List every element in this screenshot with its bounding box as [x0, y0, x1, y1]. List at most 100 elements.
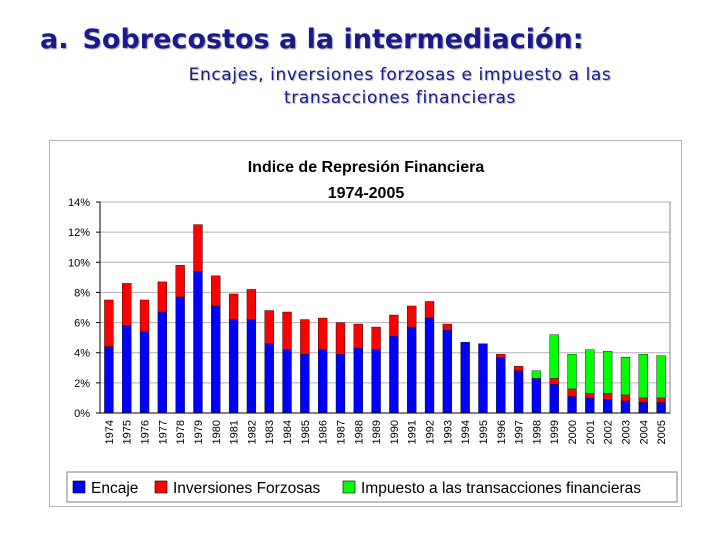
bar-segment-1978-1 [175, 265, 185, 298]
legend: Encaje Inversiones Forzosas Impuesto a las… [66, 471, 678, 503]
y-tick-label: 0% [74, 408, 90, 420]
bar-segment-1998-2 [531, 370, 542, 379]
x-tick-label-1994: 1994 [460, 420, 472, 444]
legend-swatch-2 [342, 480, 356, 494]
bar-segment-1981-0 [228, 319, 239, 414]
bar-segment-1993-0 [442, 329, 452, 414]
bar-segment-1976-1 [139, 299, 150, 332]
bar-segment-1994-0 [460, 341, 470, 414]
y-tick-label: 4% [74, 348, 90, 360]
bar-segment-1985-0 [300, 354, 310, 414]
y-tick-label: 6% [74, 318, 90, 330]
chart-subtitle: 1974-2005 [328, 185, 405, 202]
x-tick-label-1985: 1985 [300, 420, 312, 444]
subtitle-line-2: transacciones financieras [284, 88, 516, 108]
bar-segment-2003-0 [620, 400, 631, 414]
x-tick-label-1992: 1992 [425, 420, 437, 444]
bar-segment-1980-0 [211, 305, 221, 414]
slide-subtitle: Encajes, inversiones forzosas e impuesto… [120, 64, 680, 110]
bar-segment-1975-1 [122, 283, 132, 326]
x-tick-label-1999: 1999 [549, 420, 561, 444]
bar-segment-1979-1 [193, 224, 203, 272]
slide-title: a. Sobrecostos a la intermediación: [40, 24, 584, 55]
x-tick-label-1981: 1981 [229, 420, 241, 444]
x-tick-label-1997: 1997 [514, 420, 526, 444]
bar-segment-1991-1 [407, 305, 417, 328]
bar-segment-1990-0 [389, 335, 399, 414]
x-tick-label-2005: 2005 [656, 420, 668, 444]
bar-segment-1988-0 [353, 347, 363, 414]
y-tick-label: 8% [74, 287, 90, 299]
bar-segment-2003-2 [620, 357, 631, 396]
x-tick-label-2000: 2000 [567, 420, 579, 444]
bar-segment-2004-0 [638, 402, 648, 414]
x-tick-label-1998: 1998 [531, 420, 543, 444]
repression-chart: Indice de Represión Financiera 1974-2005… [66, 159, 678, 503]
x-tick-label-2003: 2003 [620, 420, 632, 444]
bar-segment-1999-1 [549, 378, 559, 385]
bar-segment-1978-0 [175, 296, 185, 414]
bar-segment-2005-2 [656, 355, 666, 399]
x-tick-label-1984: 1984 [282, 420, 294, 444]
x-tick-label-2002: 2002 [603, 420, 615, 444]
bar-segment-1975-0 [122, 325, 132, 414]
bar-segment-1976-0 [139, 331, 150, 414]
bar-segment-1989-0 [371, 349, 381, 414]
x-tick-label-1989: 1989 [371, 420, 383, 444]
bars [104, 224, 666, 414]
bar-segment-1988-1 [353, 323, 363, 349]
x-tick-label-1986: 1986 [318, 420, 330, 444]
bar-segment-2005-1 [656, 397, 666, 403]
bar-segment-1974-0 [104, 346, 114, 414]
bar-segment-1980-1 [211, 275, 221, 307]
chart-frame: Indice de Represión Financiera 1974-2005… [49, 140, 682, 507]
x-tick-label-1991: 1991 [407, 420, 419, 444]
bar-segment-1987-1 [335, 322, 346, 355]
bar-segment-1995-0 [478, 343, 488, 414]
x-tick-label-1988: 1988 [353, 420, 365, 444]
bar-segment-1986-0 [318, 349, 328, 414]
legend-label-2: Impuesto a las transacciones financieras [361, 480, 641, 497]
x-tick-label-1978: 1978 [175, 420, 187, 444]
bar-segment-2002-2 [603, 351, 613, 394]
bar-segment-1974-1 [104, 299, 114, 347]
x-tick-label-1982: 1982 [246, 420, 258, 444]
bar-segment-1981-1 [228, 293, 239, 320]
bar-segment-2003-1 [620, 394, 631, 402]
x-tick-label-1979: 1979 [193, 420, 205, 444]
x-tick-label-1980: 1980 [211, 420, 223, 444]
bar-segment-1999-0 [549, 384, 559, 414]
bar-segment-1977-1 [157, 281, 167, 313]
bar-segment-1991-0 [407, 326, 417, 414]
bar-segment-1992-0 [424, 317, 435, 414]
bar-segment-1997-1 [513, 366, 524, 371]
plot-area-border [99, 201, 671, 414]
x-tick-label-2004: 2004 [638, 420, 650, 444]
x-tick-label-1983: 1983 [264, 420, 276, 444]
x-tick-label-1993: 1993 [442, 420, 454, 444]
bar-segment-1984-1 [282, 311, 292, 350]
y-tick-label: 12% [68, 227, 90, 239]
x-tick-label-1996: 1996 [496, 420, 508, 444]
bar-segment-1997-0 [513, 370, 524, 414]
bar-segment-1987-0 [335, 354, 346, 414]
x-tick-label-2001: 2001 [585, 420, 597, 444]
gridlines [99, 201, 671, 414]
bar-segment-2001-0 [585, 397, 595, 414]
bar-segment-1986-1 [318, 317, 328, 350]
legend-label-1: Inversiones Forzosas [173, 480, 321, 497]
bar-segment-2000-0 [567, 396, 577, 414]
chart-title: Indice de Represión Financiera [248, 159, 485, 176]
bar-segment-2001-2 [585, 349, 595, 394]
bar-segment-1984-0 [282, 349, 292, 414]
bar-segment-1999-2 [549, 334, 559, 379]
bar-segment-1989-1 [371, 326, 381, 350]
bar-segment-2002-1 [603, 393, 613, 400]
subtitle-line-1: Encajes, inversiones forzosas e impuesto… [188, 65, 612, 85]
bar-segment-2005-0 [656, 402, 666, 414]
y-tick-label: 2% [74, 378, 90, 390]
x-tick-label-1976: 1976 [140, 420, 152, 444]
y-tick-label: 10% [68, 257, 90, 269]
bar-segment-1996-0 [496, 357, 506, 414]
legend-label-0: Encaje [91, 480, 138, 497]
